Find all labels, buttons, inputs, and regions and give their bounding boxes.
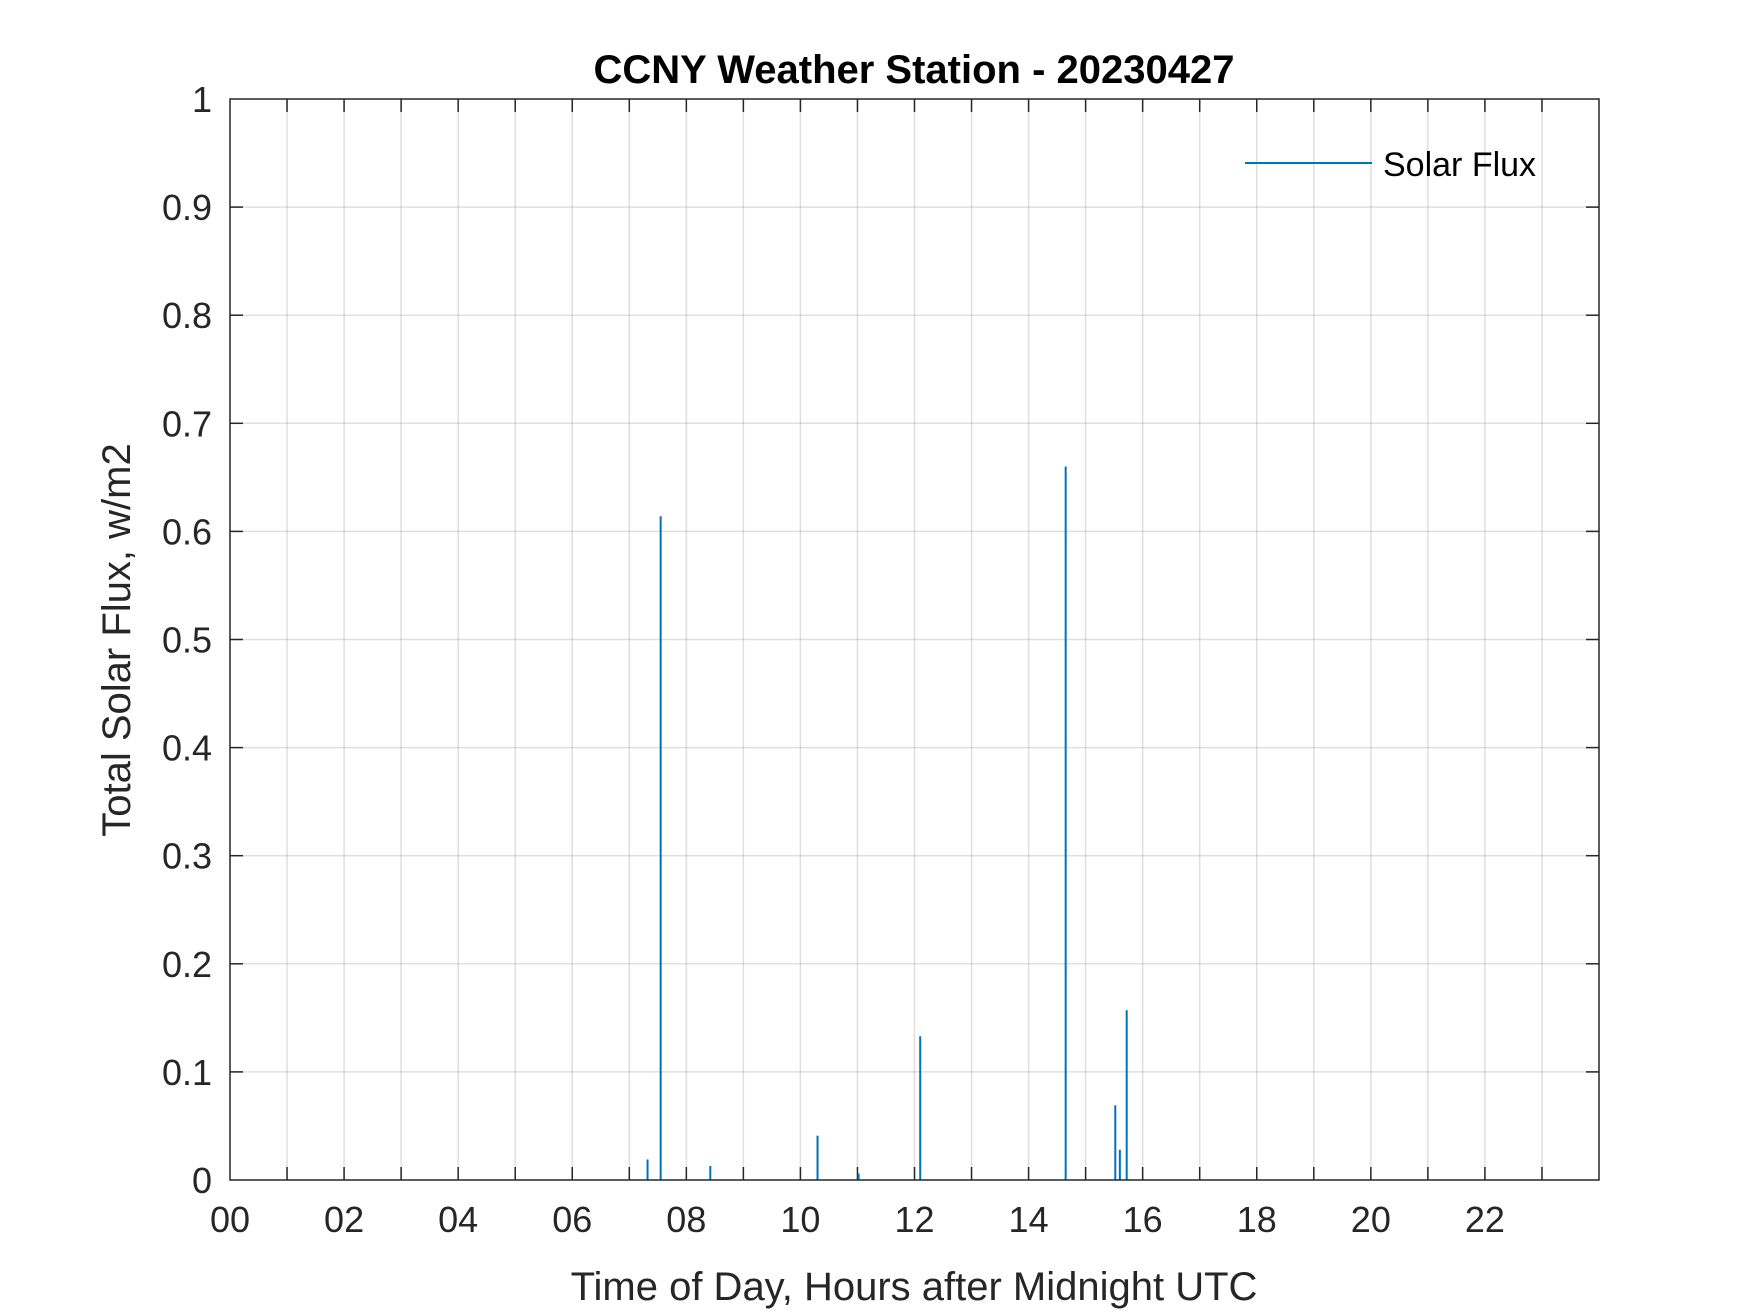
y-tick-label: 0 [192, 1160, 212, 1201]
y-tick-label: 0.6 [162, 511, 212, 552]
axis-ticks [230, 99, 1599, 1180]
plot-frame [229, 98, 1600, 1181]
x-tick-label: 12 [894, 1199, 934, 1240]
x-tick-label: 16 [1123, 1199, 1163, 1240]
y-tick-label: 0.5 [162, 620, 212, 661]
y-tick-label: 0.1 [162, 1052, 212, 1093]
x-axis-label: Time of Day, Hours after Midnight UTC [571, 1265, 1258, 1309]
plot-background [230, 99, 1599, 1180]
x-tick-label: 04 [438, 1199, 478, 1240]
legend: Solar Flux [1245, 146, 1536, 184]
y-tick-labels: 0 0.1 0.2 0.3 0.4 0.5 0.6 0.7 0.8 0.9 1 [162, 79, 212, 1201]
x-tick-label: 20 [1351, 1199, 1391, 1240]
chart-title: CCNY Weather Station - 20230427 [594, 48, 1235, 92]
y-tick-label: 0.4 [162, 728, 212, 769]
x-tick-label: 10 [780, 1199, 820, 1240]
grid-lines [230, 99, 1599, 1180]
x-tick-label: 18 [1237, 1199, 1277, 1240]
y-axis-label: Total Solar Flux, w/m2 [95, 443, 139, 836]
x-tick-label: 02 [324, 1199, 364, 1240]
y-tick-label: 0.2 [162, 944, 212, 985]
x-tick-label: 00 [210, 1199, 250, 1240]
series-solar-flux [646, 466, 1128, 1180]
x-tick-label: 14 [1009, 1199, 1049, 1240]
y-tick-label: 0.8 [162, 295, 212, 336]
y-tick-label: 0.9 [162, 187, 212, 228]
x-tick-labels: 00 02 04 06 08 10 12 14 16 18 20 22 [210, 1199, 1505, 1240]
x-tick-label: 08 [666, 1199, 706, 1240]
y-tick-label: 0.3 [162, 836, 212, 877]
x-tick-label: 22 [1465, 1199, 1505, 1240]
legend-label-solar-flux: Solar Flux [1383, 146, 1536, 184]
y-tick-label: 1 [192, 79, 212, 120]
y-tick-label: 0.7 [162, 403, 212, 444]
x-tick-label: 06 [552, 1199, 592, 1240]
